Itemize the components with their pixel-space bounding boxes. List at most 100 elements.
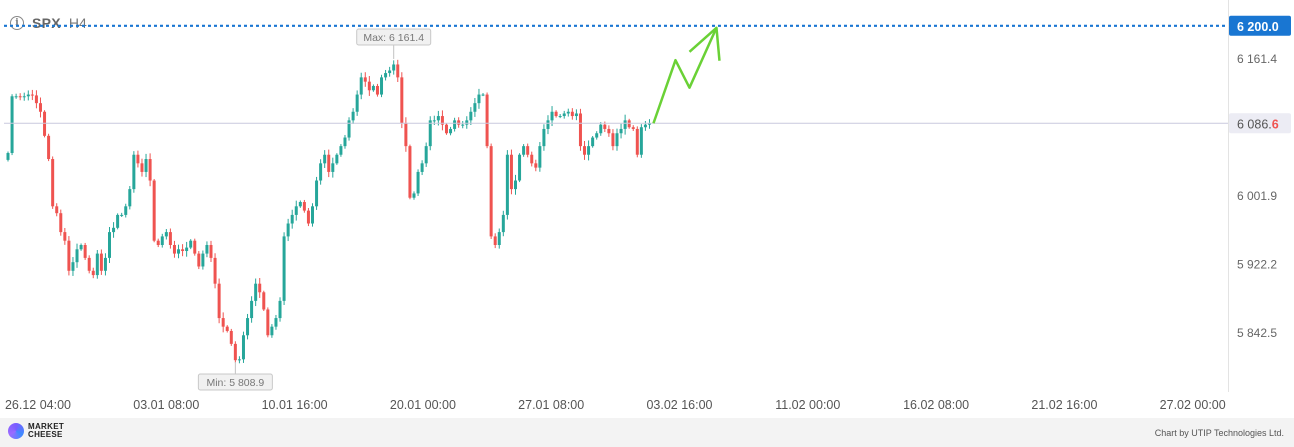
candle xyxy=(59,209,63,236)
candle-body xyxy=(43,111,47,136)
candle xyxy=(18,93,22,101)
candle-body xyxy=(583,146,587,155)
candle-body xyxy=(116,214,120,228)
candle-body xyxy=(112,227,116,233)
candle xyxy=(363,72,367,87)
candle xyxy=(197,251,201,270)
candle-body xyxy=(270,326,274,336)
candle-body xyxy=(611,133,615,147)
candle xyxy=(83,242,87,260)
candle xyxy=(95,249,99,279)
candle-body xyxy=(355,94,359,112)
candle xyxy=(562,110,566,119)
candle-body xyxy=(643,124,647,128)
candle-body xyxy=(420,163,424,172)
candle-body xyxy=(619,128,623,134)
candle xyxy=(355,90,359,116)
current-price-main: 6 086. xyxy=(1237,117,1272,131)
candle xyxy=(615,128,619,151)
candle-body xyxy=(79,245,83,250)
time-axis: 26.12 04:00 03.01 08:00 10.01 16:00 20.01 0… xyxy=(5,398,1226,412)
candle xyxy=(51,156,55,209)
candle-body xyxy=(246,318,250,336)
price-tick-label: 6 001.9 xyxy=(1237,189,1277,203)
time-tick-label: 03.02 16:00 xyxy=(646,398,712,412)
candle-body xyxy=(635,128,639,155)
candle-body xyxy=(647,123,651,125)
candle-body xyxy=(347,120,351,138)
candle xyxy=(347,117,351,141)
info-icon[interactable]: i xyxy=(10,16,24,30)
candle-body xyxy=(566,111,570,114)
candle xyxy=(359,72,363,100)
candle-body xyxy=(444,124,448,134)
candle-body xyxy=(209,245,213,258)
price-axis: 6 161.4 6 001.9 5 922.2 5 842.5 6 200.0 6 086… xyxy=(1229,15,1291,340)
candle xyxy=(388,66,392,77)
logo-mark-icon xyxy=(8,423,24,439)
candle xyxy=(43,110,47,138)
target-price-tag-box xyxy=(1229,15,1291,36)
candle xyxy=(67,236,71,276)
candle-body xyxy=(262,292,266,310)
candle-body xyxy=(140,163,144,172)
brand-line-2: CHEESE xyxy=(28,430,63,439)
candle xyxy=(152,178,156,243)
candle xyxy=(481,93,485,97)
candle-body xyxy=(237,359,241,361)
candle-body xyxy=(193,240,197,254)
candle-body xyxy=(457,120,461,125)
candle xyxy=(181,244,185,257)
candle-body xyxy=(95,253,99,276)
candle xyxy=(375,83,379,97)
candle xyxy=(319,159,323,185)
candle xyxy=(546,115,550,135)
candle-body xyxy=(574,113,578,117)
candle xyxy=(164,229,168,240)
candle-body xyxy=(286,223,290,237)
candle xyxy=(570,108,574,120)
candle xyxy=(217,278,221,324)
candle-body xyxy=(546,120,550,129)
candle xyxy=(396,59,400,83)
candle xyxy=(392,60,396,75)
candle xyxy=(339,144,343,157)
time-tick-label: 16.02 08:00 xyxy=(903,398,969,412)
candle-body xyxy=(432,120,436,122)
candle xyxy=(501,210,505,237)
candle xyxy=(205,241,209,258)
candle-body xyxy=(542,128,546,147)
candle-body xyxy=(63,232,67,241)
candle xyxy=(266,307,270,338)
candle xyxy=(477,88,481,109)
candle-body xyxy=(205,245,209,254)
candle-body xyxy=(607,128,611,134)
candle xyxy=(311,203,314,227)
candle-body xyxy=(558,116,562,118)
candle xyxy=(461,121,465,129)
price-chart[interactable]: Max: 6 161.4 Min: 5 808.9 6 161.4 6 001.9 5… xyxy=(0,0,1294,418)
candle xyxy=(453,117,457,132)
candle xyxy=(493,233,497,249)
time-tick-label: 10.01 16:00 xyxy=(262,398,328,412)
candle-body xyxy=(412,193,416,198)
candle-body xyxy=(201,253,205,267)
candle-body xyxy=(440,116,444,125)
candle xyxy=(177,244,181,259)
candle-body xyxy=(449,128,453,134)
candle xyxy=(136,150,140,168)
price-tick-label: 6 161.4 xyxy=(1237,52,1277,66)
candle-body xyxy=(225,326,229,331)
timeframe-label[interactable]: H4 xyxy=(68,15,87,31)
candle xyxy=(343,134,347,149)
candle xyxy=(124,203,128,218)
candle-body xyxy=(38,103,42,112)
brand-logo[interactable]: MARKET CHEESE xyxy=(8,423,64,439)
time-tick-label: 27.02 00:00 xyxy=(1160,398,1226,412)
candle xyxy=(428,116,432,151)
min-callout-text: Min: 5 808.9 xyxy=(206,377,264,389)
candle-body xyxy=(538,146,542,168)
candle-body xyxy=(51,159,55,207)
candle xyxy=(457,117,461,128)
candle xyxy=(639,124,643,158)
